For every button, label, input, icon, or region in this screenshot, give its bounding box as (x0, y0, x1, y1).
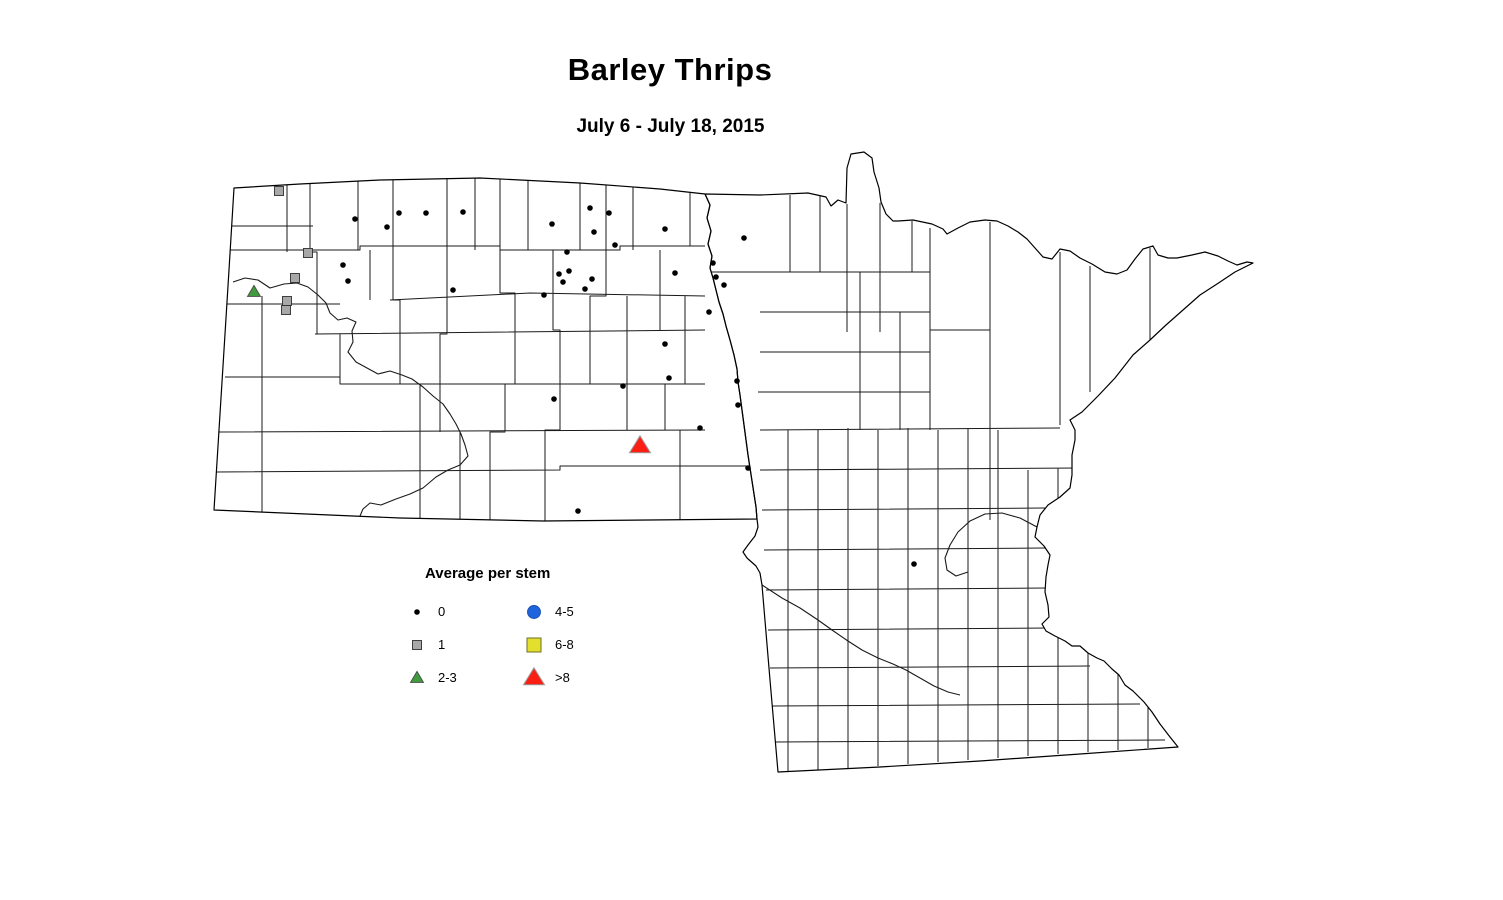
map-marker-0 (734, 378, 740, 384)
legend-item: 6-8 (519, 628, 669, 661)
north-dakota-outline (213, 177, 758, 522)
map-marker-0 (735, 402, 741, 408)
legend: Average per stem 0 1 2-3 4-5 6-8 >8 (402, 565, 672, 694)
triangle-icon (409, 670, 425, 683)
map-marker-0 (541, 292, 547, 298)
legend-item-label: 0 (438, 604, 446, 619)
map-marker-0 (551, 396, 557, 402)
legend-title: Average per stem (425, 565, 551, 582)
minnesota-county-lines (705, 195, 1166, 772)
map-marker-0 (666, 375, 672, 381)
map-marker-0 (710, 260, 716, 266)
map-marker->8 (628, 434, 652, 454)
legend-item-label: 1 (438, 637, 446, 652)
map-marker-0 (549, 221, 555, 227)
mississippi-river-line (944, 512, 1038, 577)
map-marker-0 (450, 287, 456, 293)
map-marker-0 (721, 282, 727, 288)
map-marker-0 (741, 235, 747, 241)
map-marker-0 (564, 249, 570, 255)
map-marker-0 (582, 286, 588, 292)
square-icon (526, 637, 542, 652)
map-marker-0 (606, 210, 612, 216)
triangle-icon (522, 666, 546, 685)
map-marker-0 (345, 278, 351, 284)
legend-item-label: 6-8 (555, 637, 574, 652)
map-marker-0 (662, 341, 668, 347)
chart-subtitle: July 6 - July 18, 2015 (576, 116, 765, 137)
map-marker-0 (620, 383, 626, 389)
map-marker-0 (556, 271, 562, 277)
survey-markers (246, 186, 917, 567)
map-marker-0 (587, 205, 593, 211)
map-marker-1 (282, 296, 292, 306)
map-marker-1 (290, 273, 300, 283)
square-icon (412, 639, 422, 650)
map-marker-0 (662, 226, 668, 232)
map-marker-0 (713, 274, 719, 280)
map-marker-2-3 (246, 284, 262, 297)
legend-item-label: 4-5 (555, 604, 574, 619)
dot-icon (414, 608, 420, 615)
map-marker-0 (340, 262, 346, 268)
legend-item-label: >8 (555, 670, 570, 685)
map-marker-0 (423, 210, 429, 216)
map-marker-0 (575, 508, 581, 514)
map-marker-0 (589, 276, 595, 282)
map-marker-1 (303, 248, 313, 258)
map-marker-1 (281, 305, 291, 315)
minnesota-outline (704, 151, 1254, 773)
map-marker-0 (706, 309, 712, 315)
map-marker-1 (274, 186, 284, 196)
map-marker-0 (672, 270, 678, 276)
circle-icon (527, 604, 541, 619)
legend-item: 0 (402, 595, 519, 628)
missouri-river-line (232, 277, 469, 517)
legend-item-label: 2-3 (438, 670, 457, 685)
map-marker-0 (384, 224, 390, 230)
legend-item: 4-5 (519, 595, 669, 628)
map-marker-0 (612, 242, 618, 248)
legend-item: 1 (402, 628, 519, 661)
map-marker-0 (697, 425, 703, 431)
legend-grid: 0 1 2-3 4-5 6-8 >8 (402, 595, 672, 694)
map-marker-0 (591, 229, 597, 235)
map-marker-0 (745, 465, 751, 471)
chart-title: Barley Thrips (567, 52, 773, 87)
minnesota-river-line (761, 584, 961, 696)
map-marker-0 (911, 561, 917, 567)
map-marker-0 (460, 209, 466, 215)
map-marker-0 (352, 216, 358, 222)
map-marker-0 (566, 268, 572, 274)
map-marker-0 (560, 279, 566, 285)
map-marker-0 (396, 210, 402, 216)
legend-item: >8 (519, 661, 669, 694)
north-dakota-county-lines (215, 178, 757, 521)
legend-item: 2-3 (402, 661, 519, 694)
